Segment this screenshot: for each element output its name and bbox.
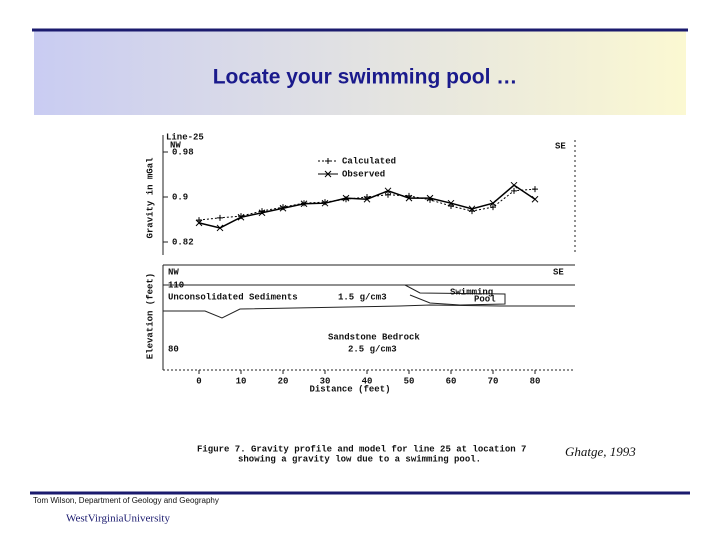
pool-label: Swimming [450, 287, 493, 297]
marker [342, 194, 350, 202]
x-axis-label: Distance (feet) [309, 384, 390, 394]
x-tick-label: 20 [278, 376, 289, 386]
y-tick-label: 0.82 [172, 237, 194, 247]
caption-line: showing a gravity low due to a swimming … [238, 454, 481, 464]
y-tick-label: 0.9 [172, 192, 188, 202]
y-tick-label: 0.98 [172, 147, 194, 157]
sediments-density: 1.5 g/cm3 [338, 292, 387, 302]
marker [448, 203, 454, 209]
marker [300, 200, 308, 208]
x-tick-label: 0 [196, 376, 201, 386]
x-tick-label: 10 [236, 376, 247, 386]
caption-line: Figure 7. Gravity profile and model for … [197, 444, 526, 454]
legend-label: Calculated [342, 156, 396, 166]
marker [531, 195, 539, 203]
marker [196, 217, 202, 224]
x-tick-label: 40 [362, 376, 373, 386]
model-left: NW [168, 267, 179, 277]
elev-top: 110 [168, 280, 184, 290]
left-label: NW [170, 140, 181, 150]
model-panel: NW SE 110 80 Unconsolidated Sediments 1.… [145, 264, 575, 371]
marker [405, 194, 413, 202]
layer-boundary [163, 304, 575, 319]
series-line [198, 184, 536, 229]
legend-marker [324, 170, 332, 178]
line-label: Line-25 [166, 132, 204, 142]
marker [385, 191, 391, 198]
x-tick-label: 30 [320, 376, 331, 386]
citation: Ghatge, 1993 [565, 444, 636, 459]
marker [489, 199, 497, 207]
x-tick-label: 70 [488, 376, 499, 386]
x-tick-label: 50 [404, 376, 415, 386]
marker [468, 205, 476, 213]
legend-marker [325, 158, 331, 164]
marker [532, 186, 538, 193]
right-label: SE [555, 141, 566, 151]
title-band [34, 31, 686, 115]
model-right: SE [553, 267, 564, 277]
pool-label: Pool [474, 294, 496, 304]
logo: WestVirginiaUniversity [66, 513, 170, 525]
marker [279, 204, 287, 212]
elev-axis-label: Elevation (feet) [145, 273, 155, 359]
marker [216, 224, 224, 232]
marker [490, 204, 496, 211]
y-axis-label: Gravity in mGal [145, 157, 155, 239]
slide-title: Locate your swimming pool … [213, 66, 518, 89]
footer: Tom Wilson, Department of Geology and Ge… [33, 496, 219, 505]
marker [217, 214, 223, 221]
marker [384, 187, 392, 195]
marker [447, 199, 455, 207]
marker [237, 213, 245, 221]
bedrock-density: 2.5 g/cm3 [348, 344, 397, 354]
marker [363, 195, 371, 203]
marker [510, 181, 518, 189]
marker [511, 187, 517, 194]
x-tick-label: 80 [530, 376, 541, 386]
sediments: Unconsolidated Sediments [168, 292, 298, 302]
bedrock: Sandstone Bedrock [328, 332, 420, 342]
marker [195, 219, 203, 227]
marker [321, 199, 329, 207]
legend-label: Observed [342, 169, 385, 179]
marker [426, 194, 434, 202]
x-tick-label: 60 [446, 376, 457, 386]
elev-bottom: 80 [168, 344, 179, 354]
marker [258, 209, 266, 217]
pool-outline [404, 284, 506, 306]
